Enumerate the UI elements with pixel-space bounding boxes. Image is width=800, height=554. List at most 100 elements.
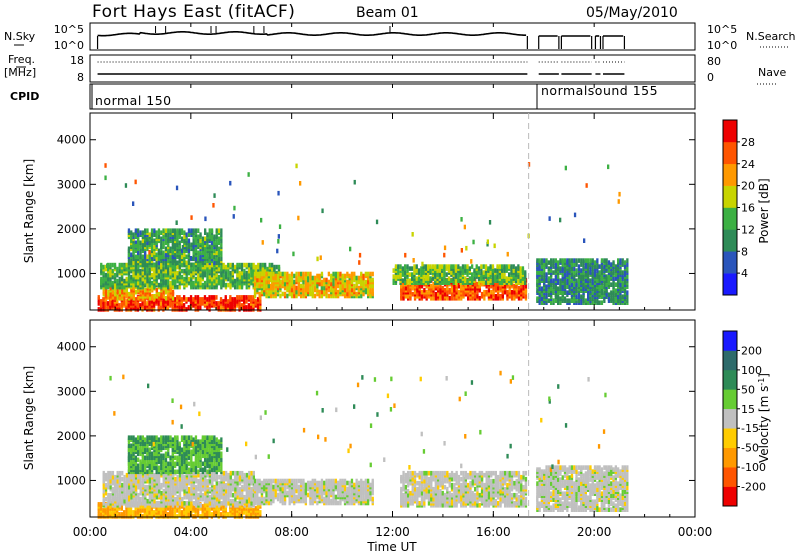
power-echo-cell bbox=[283, 271, 287, 277]
power-echo-cell bbox=[353, 271, 356, 277]
velocity-echo-cell bbox=[116, 482, 119, 488]
power-echo-cell bbox=[178, 284, 181, 290]
power-echo-cell bbox=[488, 220, 492, 225]
power-echo-cell bbox=[510, 264, 513, 269]
nsky-trace bbox=[97, 31, 527, 37]
velocity-echo-cell bbox=[153, 472, 156, 478]
power-echo-cell bbox=[466, 278, 469, 283]
power-echo-cell bbox=[573, 266, 576, 271]
velocity-echo-cell bbox=[130, 453, 133, 459]
power-echo-cell bbox=[360, 293, 363, 299]
power-echo-cell bbox=[243, 268, 246, 274]
power-echo-cell bbox=[267, 279, 270, 285]
velocity-echo-cell bbox=[176, 480, 179, 486]
velocity-echo-cell bbox=[132, 514, 135, 519]
power-echo-cell bbox=[596, 298, 599, 303]
velocity-echo-cell bbox=[236, 474, 239, 480]
power-echo-cell bbox=[272, 271, 275, 277]
power-echo-cell bbox=[406, 278, 409, 283]
power-echo-cell bbox=[199, 297, 202, 302]
power-echo-cell bbox=[157, 228, 161, 233]
power-echo-cell bbox=[183, 307, 186, 312]
power-echo-cell bbox=[192, 280, 195, 286]
power-echo-cell bbox=[346, 271, 349, 277]
power-echo-cell bbox=[496, 274, 499, 279]
velocity-echo-cell bbox=[229, 492, 232, 498]
power-echo-cell bbox=[213, 234, 216, 240]
power-echo-cell bbox=[114, 296, 117, 301]
power-echo-cell bbox=[162, 278, 165, 284]
power-echo-cell bbox=[411, 272, 414, 277]
power-echo-cell bbox=[265, 283, 268, 289]
velocity-echo-cell bbox=[181, 496, 184, 502]
velocity-echo-cell bbox=[97, 502, 100, 507]
power-echo-cell bbox=[293, 279, 296, 285]
power-echo-cell bbox=[515, 287, 518, 293]
power-echo-cell bbox=[234, 278, 237, 284]
power-echo-cell bbox=[187, 238, 191, 244]
power-echo-cell bbox=[196, 295, 200, 300]
power-echo-cell bbox=[100, 276, 103, 282]
power-echo-cell bbox=[607, 292, 611, 297]
power-echo-cell bbox=[494, 268, 497, 273]
power-echo-cell bbox=[120, 268, 124, 274]
power-echo-cell bbox=[116, 287, 119, 293]
power-echo-cell bbox=[587, 268, 590, 273]
power-echo-cell bbox=[332, 271, 335, 277]
power-echo-cell bbox=[252, 262, 255, 268]
power-echo-cell bbox=[418, 291, 421, 297]
power-echo-cell bbox=[123, 264, 126, 269]
velocity-echo-cell bbox=[129, 508, 133, 513]
power-echo-cell bbox=[194, 256, 198, 262]
power-echo-cell bbox=[155, 266, 158, 272]
power-echo-cell bbox=[290, 281, 294, 287]
power-echo-cell bbox=[197, 256, 200, 262]
power-echo-cell bbox=[297, 275, 300, 281]
power-echo-cell bbox=[150, 238, 154, 244]
power-echo-cell bbox=[600, 258, 604, 263]
power-echo-cell bbox=[102, 303, 105, 308]
power-echo-cell bbox=[353, 179, 356, 185]
velocity-echo-cell bbox=[245, 472, 249, 478]
velocity-echo-cell bbox=[121, 470, 124, 476]
power-echo-cell bbox=[160, 262, 163, 268]
velocity-echo-cell bbox=[127, 435, 131, 440]
power-echo-cell bbox=[610, 290, 613, 295]
power-echo-cell bbox=[176, 260, 179, 266]
power-echo-cell bbox=[279, 271, 282, 277]
power-echo-cell bbox=[367, 279, 370, 285]
power-echo-cell bbox=[623, 270, 627, 275]
velocity-echo-cell bbox=[171, 512, 174, 517]
power-echo-cell bbox=[155, 287, 158, 293]
power-echo-cell bbox=[412, 258, 415, 263]
power-echo-cell bbox=[501, 268, 504, 273]
power-echo-cell bbox=[224, 270, 228, 276]
velocity-echo-cell bbox=[201, 496, 205, 502]
power-echo-cell bbox=[229, 180, 232, 186]
power-echo-cell bbox=[148, 258, 151, 264]
power-echo-cell bbox=[104, 291, 108, 297]
power-echo-cell bbox=[494, 287, 497, 293]
velocity-echo-cell bbox=[252, 470, 255, 476]
velocity-echo-cell bbox=[121, 482, 124, 488]
velocity-echo-cell bbox=[128, 472, 131, 478]
velocity-echo-cell bbox=[123, 478, 126, 484]
power-echo-cell bbox=[487, 266, 490, 271]
power-echo-cell bbox=[623, 280, 627, 285]
power-echo-cell bbox=[589, 270, 592, 275]
power-echo-cell bbox=[215, 295, 218, 300]
power-echo-cell bbox=[224, 274, 228, 280]
power-echo-cell bbox=[415, 264, 418, 269]
power-echo-cell bbox=[240, 276, 244, 282]
power-echo-cells bbox=[97, 162, 629, 312]
velocity-echo-cell bbox=[252, 474, 255, 480]
nsky-tick-bottom: 10^0 bbox=[54, 39, 84, 52]
velocity-echo-cell bbox=[213, 484, 216, 490]
power-echo-cell bbox=[501, 280, 504, 285]
power-echo-cell bbox=[589, 282, 592, 287]
velocity-echo-cell bbox=[151, 503, 154, 508]
power-echo-cell bbox=[99, 299, 103, 304]
power-echo-cell bbox=[176, 295, 179, 300]
power-echo-cell bbox=[256, 281, 259, 287]
power-echo-cell bbox=[447, 264, 451, 269]
